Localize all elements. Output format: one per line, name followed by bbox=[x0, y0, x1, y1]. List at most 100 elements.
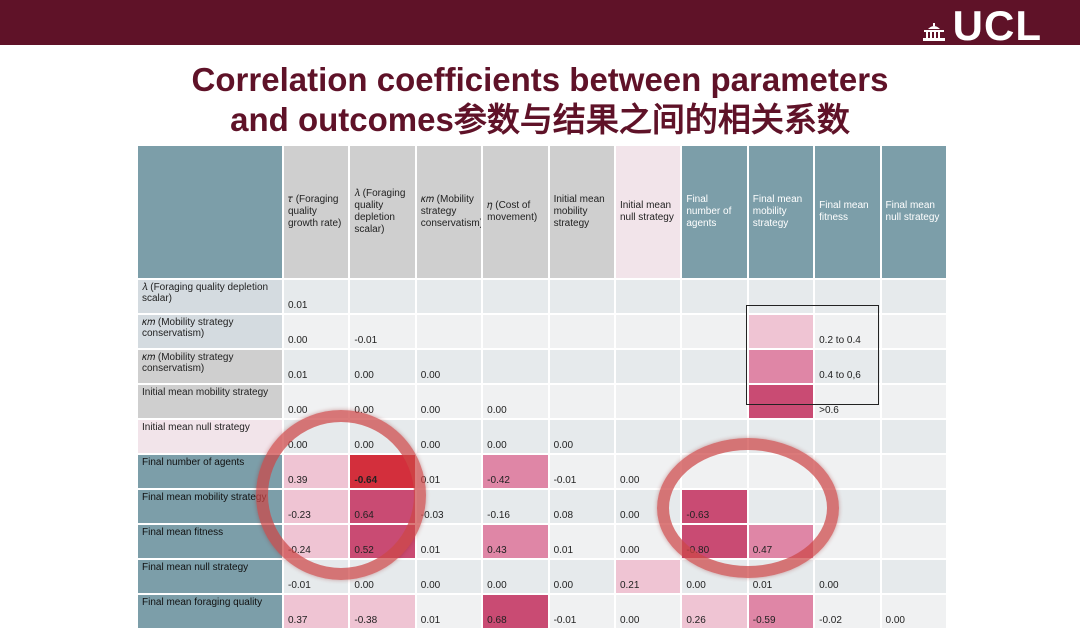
correlation-table: 𝜏 (Foraging quality growth rate) 𝜆 (Forag… bbox=[136, 144, 948, 630]
row-label: Final number of agents bbox=[138, 455, 282, 488]
table-cell bbox=[881, 385, 946, 418]
table-cell: -0.24 bbox=[284, 525, 349, 558]
title-line-1: Correlation coefficients between paramet… bbox=[191, 61, 889, 98]
column-header: Final number of agents bbox=[682, 146, 747, 278]
table-cell: 0.00 bbox=[815, 560, 880, 593]
table-row: 𝜆 (Foraging quality depletion scalar) 0.0… bbox=[138, 280, 946, 313]
header-row: 𝜏 (Foraging quality growth rate) 𝜆 (Forag… bbox=[138, 146, 946, 278]
table-cell: 0.00 bbox=[483, 420, 548, 453]
table-cell: 0.47 bbox=[748, 525, 814, 558]
table-row: Final mean fitness -0.24 0.52 0.01 0.43 0.01 0… bbox=[138, 525, 946, 558]
table-cell: 0.00 bbox=[416, 350, 482, 383]
logo-text: UCL bbox=[952, 2, 1042, 49]
table-cell: 0.00 bbox=[549, 420, 614, 453]
table-cell bbox=[748, 315, 814, 348]
table-cell: 0.08 bbox=[549, 490, 614, 523]
table-cell: 0.01 bbox=[284, 350, 349, 383]
title-line-2: and outcomes参数与结果之间的相关系数 bbox=[0, 100, 1080, 140]
table-cell bbox=[615, 420, 681, 453]
table-cell bbox=[881, 490, 946, 523]
table-cell bbox=[815, 280, 880, 313]
table-cell bbox=[549, 280, 614, 313]
table-cell bbox=[682, 455, 747, 488]
table-cell: 0.00 bbox=[881, 595, 946, 628]
ucl-portico-icon bbox=[922, 23, 945, 41]
table-cell bbox=[748, 280, 814, 313]
table-cell: -0.63 bbox=[682, 490, 747, 523]
table-cell bbox=[483, 350, 548, 383]
table-cell bbox=[748, 385, 814, 418]
table-cell: 0.64 bbox=[350, 490, 415, 523]
column-header: 𝜅𝑚 (Mobility strategy conservatism) bbox=[416, 146, 482, 278]
table-cell: 0.00 bbox=[615, 455, 681, 488]
table-cell bbox=[615, 385, 681, 418]
table-row: Initial mean mobility strategy 0.00 0.00 0.… bbox=[138, 385, 946, 418]
table-cell: 0.00 bbox=[483, 560, 548, 593]
column-header: 𝜏 (Foraging quality growth rate) bbox=[284, 146, 349, 278]
table-cell: 0.00 bbox=[350, 420, 415, 453]
column-header: 𝜂 (Cost of movement) bbox=[483, 146, 548, 278]
table-cell bbox=[682, 385, 747, 418]
table-cell bbox=[815, 525, 880, 558]
table-cell: 0.00 bbox=[615, 490, 681, 523]
table-cell bbox=[881, 420, 946, 453]
table-cell: 0.39 bbox=[284, 455, 349, 488]
table-cell bbox=[549, 385, 614, 418]
table-cell: 0.00 bbox=[549, 560, 614, 593]
table-cell: 0.01 bbox=[284, 280, 349, 313]
table-cell: -0.01 bbox=[350, 315, 415, 348]
table-cell: 0.00 bbox=[284, 385, 349, 418]
title-line-2-zh: 参数与结果之间的相关系数 bbox=[453, 100, 850, 139]
row-label: Final mean fitness bbox=[138, 525, 282, 558]
table-cell: 0.21 bbox=[615, 560, 681, 593]
table-cell: 0.01 bbox=[748, 560, 814, 593]
ucl-logo: UCL bbox=[922, 2, 1042, 49]
column-header: Final mean fitness bbox=[815, 146, 880, 278]
table-cell: -0.23 bbox=[284, 490, 349, 523]
column-header: Final mean null strategy bbox=[881, 146, 946, 278]
table-cell: 0.00 bbox=[284, 420, 349, 453]
table-cell bbox=[881, 560, 946, 593]
table-cell bbox=[416, 315, 482, 348]
table-cell: 0.00 bbox=[416, 385, 482, 418]
table-cell: 0.01 bbox=[416, 595, 482, 628]
table-cell: 0.00 bbox=[284, 315, 349, 348]
table-cell: 0.68 bbox=[483, 595, 548, 628]
table-cell: 0.43 bbox=[483, 525, 548, 558]
table-cell bbox=[682, 350, 747, 383]
column-header: 𝜆 (Foraging quality depletion scalar) bbox=[350, 146, 415, 278]
table-cell: 0.4 to 0,6 bbox=[815, 350, 880, 383]
table-cell: 0.00 bbox=[350, 560, 415, 593]
table-cell: 0.00 bbox=[416, 420, 482, 453]
table-cell bbox=[815, 490, 880, 523]
table-cell: -0.01 bbox=[284, 560, 349, 593]
table-cell: 0.00 bbox=[350, 350, 415, 383]
row-label: Final mean foraging quality bbox=[138, 595, 282, 628]
table-row: Final mean null strategy -0.01 0.00 0.00 0.0… bbox=[138, 560, 946, 593]
table-cell bbox=[881, 455, 946, 488]
table-cell bbox=[483, 315, 548, 348]
table-row: Final number of agents 0.39 -0.64 0.01 -0.42… bbox=[138, 455, 946, 488]
table-cell bbox=[815, 420, 880, 453]
table-cell bbox=[748, 490, 814, 523]
table-cell: -0.01 bbox=[549, 455, 614, 488]
table-cell: -0.38 bbox=[350, 595, 415, 628]
slide-title: Correlation coefficients between paramet… bbox=[0, 60, 1080, 140]
table-cell: -0.59 bbox=[748, 595, 814, 628]
row-label: Final mean null strategy bbox=[138, 560, 282, 593]
table-cell bbox=[416, 280, 482, 313]
table-cell bbox=[682, 280, 747, 313]
table-body: 𝜆 (Foraging quality depletion scalar) 0.0… bbox=[138, 280, 946, 628]
table-row: Final mean foraging quality 0.37 -0.38 0.01… bbox=[138, 595, 946, 628]
table-row: Initial mean null strategy 0.00 0.00 0.00 0.… bbox=[138, 420, 946, 453]
table-cell bbox=[748, 455, 814, 488]
table-cell bbox=[748, 350, 814, 383]
column-header: Initial mean null strategy bbox=[615, 146, 681, 278]
table-cell bbox=[815, 455, 880, 488]
table-cell bbox=[881, 525, 946, 558]
corner-cell bbox=[138, 146, 282, 278]
table-cell bbox=[682, 315, 747, 348]
table-cell bbox=[881, 350, 946, 383]
table-cell: 0.01 bbox=[416, 455, 482, 488]
table-cell: 0.2 to 0.4 bbox=[815, 315, 880, 348]
